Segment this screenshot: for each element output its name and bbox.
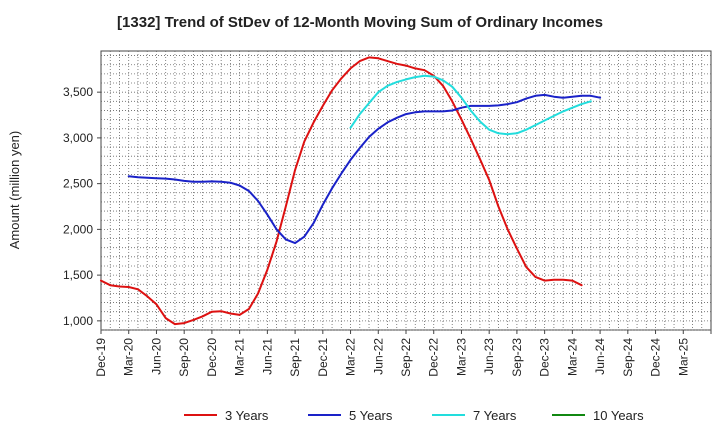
- x-tick-label: Dec-20: [205, 338, 219, 377]
- y-tick-label: 2,500: [63, 177, 93, 191]
- y-tick-label: 3,500: [63, 85, 93, 99]
- x-tick-label: Mar-21: [233, 338, 247, 376]
- x-tick-label: Jun-23: [482, 338, 496, 375]
- y-tick-label: 1,000: [63, 314, 93, 328]
- series-layer: [100, 56, 602, 326]
- x-tick-label: Sep-23: [510, 338, 524, 377]
- legend-label-5-years: 5 Years: [349, 408, 393, 423]
- x-tick-label: Mar-24: [565, 338, 579, 376]
- x-tick-label: Sep-22: [399, 338, 413, 377]
- series-line-7-years: [349, 74, 592, 136]
- x-tick-label: Dec-21: [316, 338, 330, 377]
- x-tick-label: Mar-20: [122, 338, 136, 376]
- x-tick-label: Sep-24: [621, 338, 635, 377]
- axis-layer: 1,000 1,500 2,000 2,500 3,000 3,500 Dec-19 Mar-…: [63, 85, 712, 377]
- series-line-3-years: [100, 56, 583, 326]
- legend-label-7-years: 7 Years: [473, 408, 517, 423]
- legend-label-3-years: 3 Years: [225, 408, 269, 423]
- plot-area: [100, 50, 712, 331]
- x-tick-label: Mar-22: [344, 338, 358, 376]
- x-tick-label: Sep-20: [177, 338, 191, 377]
- x-tick-label: Mar-23: [454, 338, 468, 376]
- x-tick-label: Dec-24: [649, 338, 663, 377]
- x-tick-label: Sep-21: [288, 338, 302, 377]
- chart-title: [1332] Trend of StDev of 12-Month Moving…: [117, 14, 603, 31]
- y-tick-label: 1,500: [63, 268, 93, 282]
- x-tick-label: Jun-24: [593, 338, 607, 375]
- x-tick-label: Jun-21: [260, 338, 274, 375]
- y-axis-title: Amount (million yen): [7, 131, 22, 250]
- x-tick-label: Mar-25: [676, 338, 690, 376]
- x-tick-label: Dec-22: [427, 338, 441, 377]
- y-tick-label: 3,000: [63, 131, 93, 145]
- x-tick-label: Dec-23: [538, 338, 552, 377]
- legend-label-10-years: 10 Years: [593, 408, 644, 423]
- x-tick-label: Jun-20: [149, 338, 163, 375]
- series-line-5-years: [127, 93, 602, 245]
- x-tick-label: Jun-22: [371, 338, 385, 375]
- legend: 3 Years 5 Years 7 Years 10 Years: [184, 408, 644, 423]
- y-tick-label: 2,000: [63, 222, 93, 236]
- x-tick-label: Dec-19: [94, 338, 108, 377]
